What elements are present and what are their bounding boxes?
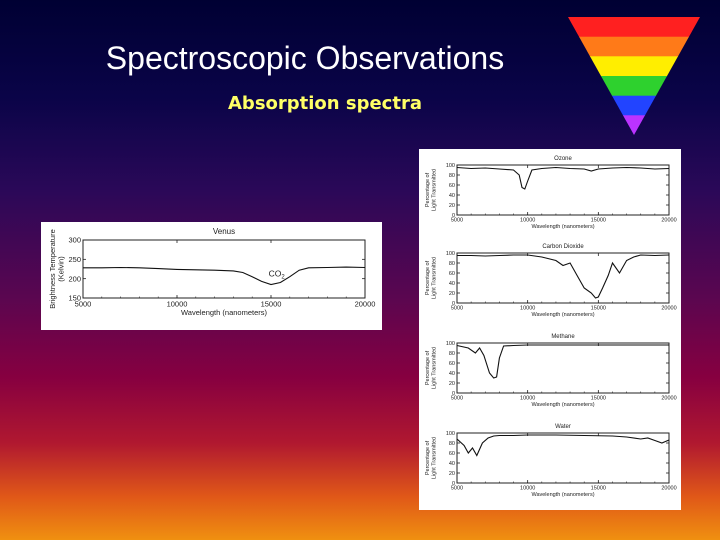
y-tick-label: 60 [449, 183, 455, 189]
spectrum-band [568, 56, 700, 77]
y-tick-label: 60 [449, 361, 455, 367]
x-axis-label: Wavelength (nanometers) [531, 492, 594, 498]
chart-title: Carbon Dioxide [542, 244, 584, 250]
spectrum-line [456, 344, 669, 379]
y-tick-label: 20 [449, 471, 455, 477]
x-axis-label: Wavelength (nanometers) [531, 224, 594, 230]
spectrum-band [568, 36, 700, 57]
y-tick-label: 40 [449, 193, 455, 199]
spectrum-line [456, 434, 670, 457]
x-tick-label: 20000 [661, 396, 676, 402]
x-tick-label: 15000 [591, 306, 606, 312]
y-tick-label: 100 [446, 163, 455, 169]
y-tick-label: 80 [449, 441, 455, 447]
y-tick-label: 80 [449, 351, 455, 357]
slide-subtitle: Absorption spectra [228, 93, 422, 114]
y-tick-label: 60 [449, 271, 455, 277]
plot-frame [82, 239, 366, 299]
x-tick-label: 20000 [661, 486, 676, 492]
chart-title: Water [555, 424, 571, 430]
spectrum-band [568, 17, 700, 38]
molecule-spectra-panel: Ozone 5000 10000 15000 20000 0 20 40 60 80 100 Wave… [419, 149, 681, 510]
chart-title: Methane [551, 334, 575, 340]
x-tick-label: 10000 [520, 306, 535, 312]
y-tick-label: 300 [68, 236, 81, 245]
x-tick-label: 5000 [451, 486, 463, 492]
y-axis-label: Brightness Temperature(Kelvin) [48, 229, 66, 309]
y-tick-label: 80 [449, 261, 455, 267]
y-tick-label: 100 [446, 431, 455, 437]
y-tick-label: 0 [452, 481, 455, 487]
spectrum-band [568, 76, 700, 97]
chart-title: Ozone [554, 156, 572, 162]
spectrum-line [457, 254, 670, 299]
x-axis-label: Wavelength (nanometers) [531, 312, 594, 318]
y-tick-label: 0 [452, 391, 455, 397]
spectrum-line [456, 166, 670, 190]
x-tick-label: 5000 [451, 218, 463, 224]
plot-frame [456, 432, 670, 484]
x-tick-label: 15000 [591, 396, 606, 402]
y-axis-label: Percentage ofLight Transmitted [425, 347, 438, 389]
slide-title: Spectroscopic Observations [105, 40, 505, 76]
y-tick-label: 40 [449, 461, 455, 467]
y-tick-label: 20 [449, 203, 455, 209]
spectrum-line [83, 266, 366, 286]
spectrum-triangle-icon [568, 17, 700, 135]
y-tick-label: 100 [446, 341, 455, 347]
x-tick-label: 15000 [591, 486, 606, 492]
x-tick-label: 20000 [355, 300, 376, 309]
y-axis-label: Percentage ofLight Transmitted [425, 257, 438, 299]
carbon-dioxide-chart: Carbon Dioxide 5000 10000 15000 20000 0 20 40 60… [425, 244, 677, 318]
y-tick-label: 250 [68, 255, 81, 264]
y-tick-label: 200 [68, 274, 81, 283]
y-tick-label: 80 [449, 173, 455, 179]
y-tick-label: 0 [452, 213, 455, 219]
spectrum-band [568, 95, 700, 116]
x-axis-label: Wavelength (nanometers) [181, 308, 268, 317]
y-tick-label: 20 [449, 381, 455, 387]
x-tick-label: 10000 [167, 300, 188, 309]
x-tick-label: 15000 [261, 300, 282, 309]
y-tick-label: 20 [449, 291, 455, 297]
y-tick-label: 40 [449, 371, 455, 377]
spectrum-band [568, 115, 700, 135]
x-tick-label: 10000 [520, 486, 535, 492]
x-tick-label: 20000 [661, 306, 676, 312]
x-tick-label: 5000 [451, 396, 463, 402]
y-tick-label: 40 [449, 281, 455, 287]
plot-frame [456, 164, 670, 216]
plot-frame [456, 252, 670, 304]
water-chart: Water 5000 10000 15000 20000 0 20 40 60 80 100 Wave… [425, 424, 677, 498]
y-tick-label: 150 [68, 294, 81, 303]
venus-chart-panel: Venus 5000 10000 15000 20000 150 200 250 300 Wave… [41, 222, 382, 330]
x-tick-label: 5000 [75, 300, 92, 309]
venus-chart: Venus 5000 10000 15000 20000 150 200 250 300 Wave… [48, 227, 376, 317]
x-tick-label: 15000 [591, 218, 606, 224]
y-axis-label: Percentage ofLight Transmitted [425, 169, 438, 211]
chart-annotation: CO2 [269, 268, 286, 280]
y-axis-label: Percentage ofLight Transmitted [425, 437, 438, 479]
x-tick-label: 10000 [520, 396, 535, 402]
x-tick-label: 10000 [520, 218, 535, 224]
x-tick-label: 5000 [451, 306, 463, 312]
chart-title: Venus [213, 227, 235, 236]
x-axis-label: Wavelength (nanometers) [531, 402, 594, 408]
x-tick-label: 20000 [661, 218, 676, 224]
plot-frame [456, 342, 670, 394]
ozone-chart: Ozone 5000 10000 15000 20000 0 20 40 60 80 100 Wave… [425, 156, 677, 230]
y-tick-label: 0 [452, 301, 455, 307]
y-tick-label: 60 [449, 451, 455, 457]
y-tick-label: 100 [446, 251, 455, 257]
methane-chart: Methane 5000 10000 15000 20000 0 20 40 60 80 100 Wa… [425, 334, 677, 408]
